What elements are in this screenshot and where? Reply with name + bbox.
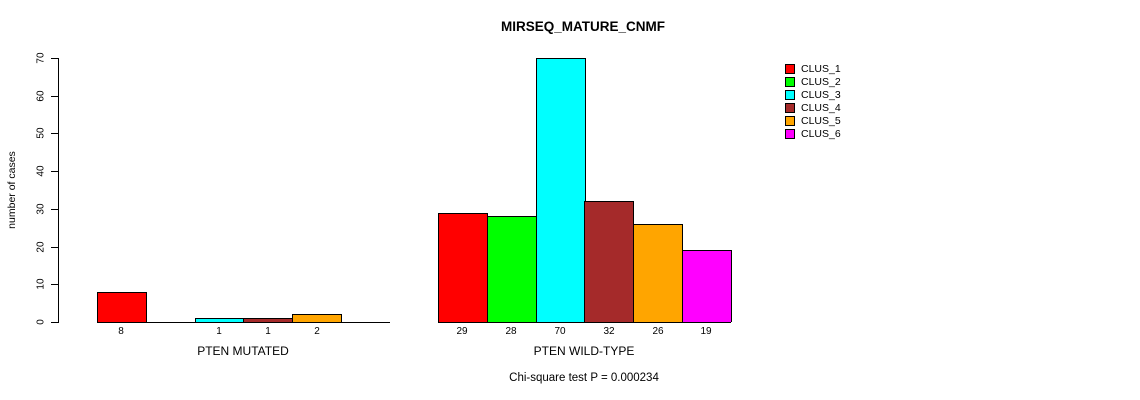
y-axis-tick <box>51 247 58 248</box>
x-axis-baseline <box>438 322 731 323</box>
bar-clus_5 <box>633 224 683 322</box>
y-axis-line <box>58 58 59 323</box>
group-label: PTEN MUTATED <box>197 344 289 358</box>
legend-swatch-clus_3 <box>785 90 795 100</box>
chart-title: MIRSEQ_MATURE_CNMF <box>500 19 666 34</box>
legend-label: CLUS_2 <box>801 76 841 88</box>
bar-clus_4 <box>584 201 634 322</box>
bar-value-label: 29 <box>456 326 468 337</box>
legend-label: CLUS_4 <box>801 102 841 114</box>
bar-value-label: 8 <box>118 326 124 337</box>
legend-swatch-clus_6 <box>785 129 795 139</box>
bar-value-label: 28 <box>505 326 517 337</box>
legend-label: CLUS_6 <box>801 128 841 140</box>
y-axis-tick <box>51 133 58 134</box>
y-axis-tick <box>51 58 58 59</box>
bar-clus_5 <box>292 314 342 322</box>
bar-value-label: 1 <box>216 326 222 337</box>
bar-value-label: 70 <box>554 326 566 337</box>
bar-value-label: 2 <box>314 326 320 337</box>
y-axis-tick-label: 10 <box>35 278 47 290</box>
bar-clus_1 <box>97 292 147 322</box>
y-axis-tick <box>51 322 58 323</box>
y-axis-label: number of cases <box>6 151 18 229</box>
y-axis-tick <box>51 171 58 172</box>
legend-label: CLUS_5 <box>801 115 841 127</box>
bar-value-label: 1 <box>265 326 271 337</box>
y-axis-tick-label: 50 <box>35 127 47 139</box>
legend-label: CLUS_1 <box>801 63 841 75</box>
y-axis-tick <box>51 96 58 97</box>
legend-swatch-clus_5 <box>785 116 795 126</box>
y-axis-tick-label: 0 <box>35 319 47 325</box>
bar-clus_1 <box>438 213 488 322</box>
bar-clus_3 <box>536 58 586 322</box>
group-label: PTEN WILD-TYPE <box>533 344 635 358</box>
y-axis-tick <box>51 284 58 285</box>
bar-clus_6 <box>682 250 732 322</box>
y-axis-tick-label: 20 <box>35 241 47 253</box>
bar-value-label: 19 <box>700 326 712 337</box>
bar-value-label: 26 <box>652 326 664 337</box>
legend-swatch-clus_4 <box>785 103 795 113</box>
legend-swatch-clus_1 <box>785 64 795 74</box>
y-axis-tick-label: 60 <box>35 90 47 102</box>
legend-swatch-clus_2 <box>785 77 795 87</box>
y-axis-tick <box>51 209 58 210</box>
y-axis-tick-label: 40 <box>35 165 47 177</box>
chi-square-annotation: Chi-square test P = 0.000234 <box>509 372 659 384</box>
bar-clus_4 <box>243 318 293 322</box>
y-axis-tick-label: 30 <box>35 203 47 215</box>
bar-value-label: 32 <box>603 326 615 337</box>
y-axis-tick-label: 70 <box>35 52 47 64</box>
bar-clus_3 <box>195 318 245 322</box>
x-axis-baseline <box>97 322 390 323</box>
legend-label: CLUS_3 <box>801 89 841 101</box>
bar-clus_2 <box>487 216 537 322</box>
